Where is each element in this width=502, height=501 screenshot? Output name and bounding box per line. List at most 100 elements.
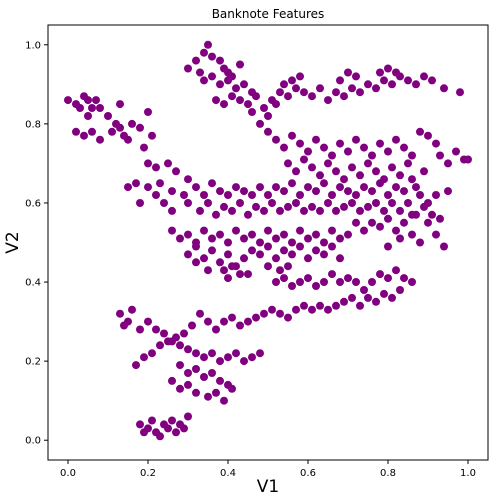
data-point [236,270,244,279]
data-point [200,353,208,362]
data-point [380,206,388,215]
data-point [92,96,100,105]
data-point [184,345,192,354]
data-point [380,175,388,184]
data-point [256,119,264,128]
data-point [436,151,444,160]
data-point [308,92,316,101]
data-point [228,206,236,215]
data-point [184,380,192,389]
data-point [328,270,336,279]
data-point [184,412,192,421]
data-point [292,199,300,207]
points-layer [64,40,472,441]
data-point [304,147,312,156]
data-point [340,175,348,184]
data-point [168,226,176,235]
data-point [212,96,220,105]
data-point [132,179,140,188]
data-point [244,270,252,279]
data-point [404,76,412,85]
data-point [216,357,224,366]
data-point [356,88,364,97]
data-point [176,234,184,243]
data-point [344,230,352,239]
data-point [364,202,372,211]
data-point [96,104,104,112]
data-point [156,432,164,441]
data-point [288,238,296,247]
data-point [204,266,212,275]
data-point [328,191,336,199]
data-point [296,72,304,81]
data-point [316,171,324,180]
data-point [216,376,224,385]
data-point [140,428,148,437]
data-point [200,226,208,235]
data-point [376,222,384,231]
y-tick-label: 0.4 [25,278,41,289]
y-tick-label: 0.2 [25,357,41,368]
data-point [368,218,376,227]
data-point [316,206,324,215]
data-point [348,199,356,207]
data-point [352,278,360,286]
data-point [252,92,260,101]
data-point [240,357,248,366]
data-point [200,76,208,85]
data-point [368,278,376,286]
data-point [240,80,248,89]
data-point [144,183,152,192]
data-point [196,309,204,318]
data-point [304,234,312,243]
data-point [232,183,240,192]
data-point [216,230,224,239]
data-point [264,191,272,199]
data-point [352,135,360,144]
x-axis-label: V1 [257,477,279,497]
data-point [320,250,328,259]
data-point [204,40,212,49]
data-point [392,183,400,192]
data-point [164,159,172,168]
data-point [356,301,364,310]
data-point [236,321,244,330]
data-point [176,361,184,370]
data-point [168,416,176,425]
data-point [204,317,212,326]
data-point [172,167,180,176]
data-point [204,392,212,401]
data-point [220,317,228,326]
data-point [336,234,344,243]
data-point [88,127,96,136]
data-point [392,266,400,275]
data-point [124,135,132,144]
data-point [120,321,128,330]
data-point [344,187,352,196]
data-point [148,131,156,140]
data-point [456,88,464,97]
data-point [348,293,356,302]
data-point [232,84,240,93]
data-point [364,80,372,89]
data-point [312,282,320,290]
data-point [152,191,160,199]
data-point [440,242,448,251]
data-point [224,250,232,259]
data-point [148,349,156,358]
data-point [372,84,380,93]
data-point [244,317,252,326]
data-point [432,139,440,148]
data-point [144,317,152,326]
chart-title: Banknote Features [212,7,325,21]
data-point [232,226,240,235]
data-point [388,199,396,207]
data-point [396,234,404,243]
data-point [180,191,188,199]
data-point [324,159,332,168]
data-point [196,206,204,215]
data-point [352,72,360,81]
data-point [328,151,336,160]
data-point [296,278,304,286]
data-point [392,226,400,235]
